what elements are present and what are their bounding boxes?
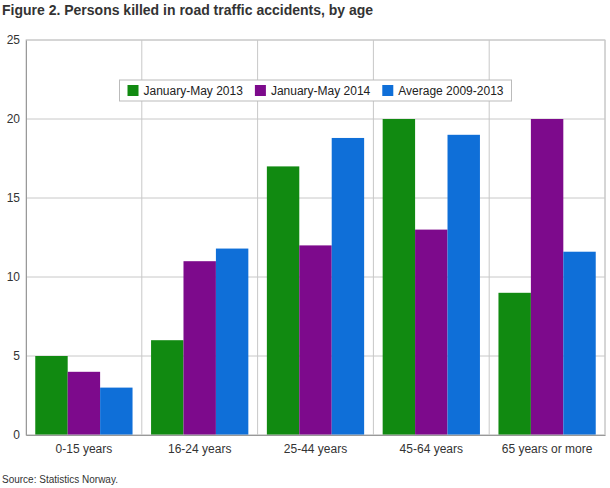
bar — [151, 340, 183, 435]
bar — [299, 245, 331, 435]
x-tick-label: 45-64 years — [400, 442, 463, 456]
x-axis-line — [27, 435, 606, 436]
x-tick-label: 25-44 years — [284, 442, 347, 456]
y-axis: 0 5 10 15 20 25 — [7, 33, 27, 442]
y-tick: 5 — [13, 349, 26, 363]
legend: January-May 2013 January-May 2014 Average … — [120, 80, 512, 101]
bar — [100, 388, 132, 435]
grid-line — [26, 198, 605, 199]
chart-title: Figure 2. Persons killed in road traffic… — [2, 2, 373, 18]
x-tick-label: 65 years or more — [502, 442, 593, 456]
bar — [332, 138, 364, 435]
x-tick: 25-44 years — [284, 435, 347, 456]
source-note: Source: Statistics Norway. — [2, 474, 118, 485]
bar — [383, 119, 415, 435]
x-axis: 0-15 years 16-24 years 25-44 years 45-64 ye… — [27, 435, 606, 456]
y-tick: 10 — [7, 270, 26, 284]
bar — [448, 135, 480, 435]
y-tick-label: 25 — [7, 33, 21, 47]
legend-swatch — [382, 85, 393, 96]
grid — [26, 40, 605, 435]
legend-label: January-May 2013 — [144, 84, 244, 98]
x-tick-label: 16-24 years — [168, 442, 231, 456]
plot-frame — [26, 40, 605, 435]
bars — [35, 119, 595, 435]
bar — [563, 252, 595, 435]
bar — [35, 356, 67, 435]
y-tick-label: 5 — [13, 349, 20, 363]
plot: 0 5 10 15 20 25 0-15 years 16-24 years 25-44 yea… — [7, 33, 606, 455]
legend-label: Average 2009-2013 — [398, 84, 504, 98]
x-tick: 0-15 years — [56, 435, 113, 456]
x-tick-label: 0-15 years — [56, 442, 113, 456]
legend-box — [120, 80, 512, 101]
bar — [216, 249, 248, 435]
bar — [68, 372, 100, 435]
y-tick: 15 — [7, 191, 26, 205]
legend-swatch — [255, 85, 266, 96]
grid-line — [26, 119, 605, 120]
y-tick-label: 15 — [7, 191, 21, 205]
bar — [531, 119, 563, 435]
y-tick: 0 — [13, 428, 26, 442]
x-tick: 65 years or more — [502, 435, 593, 456]
y-axis-line — [26, 41, 27, 436]
legend-swatch — [128, 85, 139, 96]
bar — [267, 166, 299, 435]
bar — [415, 230, 447, 435]
y-tick: 25 — [7, 33, 26, 47]
legend-label: January-May 2014 — [271, 84, 371, 98]
bar — [498, 293, 530, 435]
bar — [183, 261, 215, 435]
x-tick: 16-24 years — [168, 435, 231, 456]
y-tick-label: 0 — [13, 428, 20, 442]
y-tick-label: 20 — [7, 112, 21, 126]
y-tick: 20 — [7, 112, 26, 126]
x-tick: 45-64 years — [400, 435, 463, 456]
y-tick-label: 10 — [7, 270, 21, 284]
